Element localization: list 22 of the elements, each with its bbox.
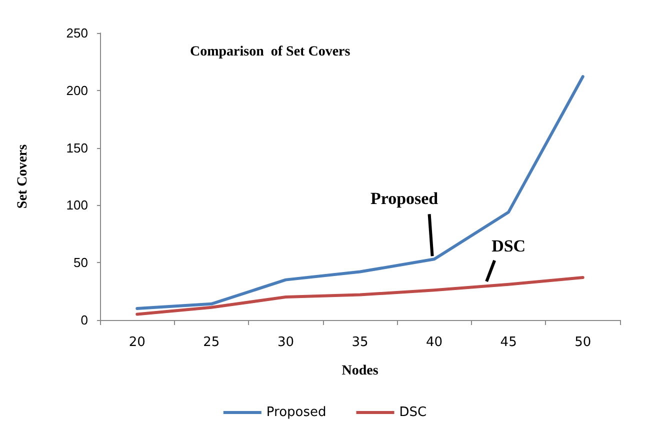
- y-axis-title: Set Covers: [16, 144, 30, 209]
- x-tick-label: 20: [128, 335, 146, 350]
- y-tick-label: 200: [66, 82, 88, 98]
- x-tick-label: 40: [426, 335, 443, 350]
- line-series: [136, 75, 584, 310]
- x-tick-label: 25: [203, 335, 220, 350]
- annotation: Proposed: [370, 189, 439, 208]
- x-tick-label: 50: [574, 335, 592, 350]
- legend-label: DSC: [399, 405, 427, 420]
- x-axis-title: Nodes: [342, 364, 379, 378]
- x-tick-label: 35: [352, 335, 368, 350]
- annotation: DSC: [492, 236, 526, 256]
- y-tick-label: 250: [66, 26, 88, 40]
- text: Comparison of Set Covers: [190, 44, 351, 60]
- x-tick-label: 30: [277, 335, 294, 350]
- x-tick-label: 45: [500, 335, 517, 350]
- line-series: [136, 276, 584, 316]
- legend-label: Proposed: [266, 405, 326, 420]
- y-tick-label: 0: [80, 312, 88, 328]
- y-tick-label: 150: [66, 140, 88, 156]
- y-tick-label: 50: [74, 255, 88, 270]
- y-tick-label: 100: [66, 198, 88, 213]
